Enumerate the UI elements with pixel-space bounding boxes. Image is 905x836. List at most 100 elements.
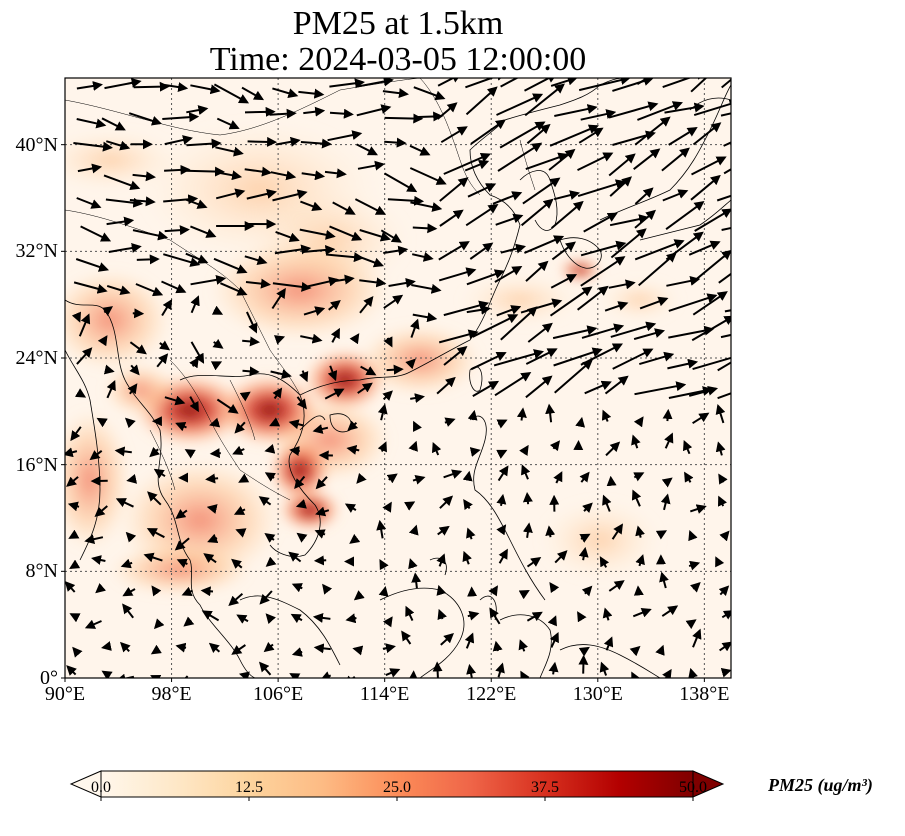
wind-arrow	[384, 113, 424, 124]
wind-arrow	[215, 188, 246, 200]
wind-arrow	[164, 395, 186, 406]
wind-arrow	[132, 229, 169, 241]
wind-arrow	[103, 174, 141, 191]
wind-arrow	[215, 146, 244, 157]
wind-arrow	[580, 109, 617, 121]
wind-arrow	[115, 673, 135, 678]
wind-arrow	[75, 258, 109, 272]
map-subtitle-time: Time: 2024-03-05 12:00:00	[209, 41, 587, 78]
wind-arrow	[611, 523, 624, 540]
wind-arrow	[496, 449, 508, 459]
wind-arrow	[633, 328, 666, 341]
wind-arrow	[289, 446, 300, 456]
wind-arrow	[582, 502, 593, 514]
wind-arrow	[472, 380, 500, 397]
wind-arrow	[436, 102, 458, 120]
wind-arrow	[294, 475, 306, 490]
wind-arrow	[608, 580, 625, 592]
lon-tick-label: 138°E	[679, 683, 730, 705]
wind-arrow	[549, 286, 593, 317]
wind-arrow	[149, 446, 160, 458]
wind-arrow	[691, 315, 731, 342]
wind-arrow	[438, 241, 470, 261]
wind-arrow	[436, 584, 447, 596]
wind-arrow	[377, 403, 388, 421]
wind-arrow	[327, 130, 363, 142]
wind-arrow	[383, 245, 409, 256]
wind-arrow	[412, 474, 426, 485]
wind-arrow	[631, 434, 641, 449]
wind-arrow	[575, 416, 586, 428]
wind-arrow	[122, 603, 134, 619]
wind-arrow	[300, 333, 323, 344]
wind-arrow	[498, 548, 508, 564]
wind-arrow	[120, 641, 131, 653]
wind-arrow	[467, 409, 478, 421]
wind-arrow	[408, 524, 419, 536]
wind-arrow	[95, 583, 107, 594]
wind-arrow	[74, 388, 87, 398]
wind-arrow	[466, 527, 476, 540]
wind-arrow	[329, 225, 363, 241]
wind-arrow	[604, 375, 629, 395]
wind-arrow	[444, 417, 456, 427]
wind-arrow	[634, 116, 671, 146]
wind-arrow	[604, 301, 629, 312]
colorbar-tick-label: 37.5	[531, 779, 559, 796]
wind-arrow	[553, 190, 581, 201]
wind-arrow	[299, 228, 336, 240]
wind-arrow	[264, 472, 276, 482]
wind-arrow	[349, 333, 360, 345]
wind-arrow	[405, 358, 416, 370]
wind-arrow	[629, 645, 641, 657]
wind-arrow	[662, 189, 689, 202]
wind-arrow	[689, 504, 707, 514]
wind-arrow	[206, 504, 218, 514]
wind-arrow	[525, 152, 569, 171]
wind-arrow	[330, 327, 340, 343]
wind-arrow	[524, 235, 565, 254]
wind-arrow	[359, 229, 391, 242]
wind-arrow	[384, 137, 407, 148]
wind-arrow	[717, 361, 731, 372]
wind-arrow	[664, 432, 674, 449]
wind-arrow	[114, 446, 132, 457]
wind-arrow	[288, 419, 304, 430]
wind-arrow	[439, 209, 464, 227]
wind-arrow	[382, 616, 393, 628]
lon-tick-label: 130°E	[572, 683, 623, 705]
wind-arrow	[153, 468, 166, 479]
wind-arrow	[668, 293, 718, 312]
wind-arrow	[603, 636, 614, 651]
wind-arrow	[289, 673, 301, 678]
colorbar-tick-label: 0.0	[91, 779, 111, 796]
wind-arrow	[602, 494, 612, 512]
wind-arrow	[685, 619, 697, 630]
wind-arrow	[135, 283, 164, 297]
wind-arrow	[411, 572, 422, 589]
wind-arrow	[691, 156, 727, 176]
wind-arrow	[246, 188, 277, 200]
lon-tick-label: 122°E	[466, 683, 517, 705]
wind-arrow	[548, 661, 559, 675]
wind-arrow	[132, 308, 145, 319]
wind-arrow	[238, 671, 250, 678]
wind-arrow	[129, 341, 147, 355]
wind-arrow	[269, 108, 297, 119]
wind-arrow	[322, 583, 333, 595]
wind-arrow	[298, 88, 325, 99]
wind-arrow	[312, 612, 331, 623]
wind-arrow	[355, 78, 394, 88]
wind-arrow	[264, 533, 276, 543]
wind-arrow	[380, 229, 402, 243]
wind-arrow	[489, 607, 501, 625]
wind-arrow	[524, 78, 558, 92]
wind-arrow	[357, 255, 384, 268]
wind-arrow	[610, 228, 647, 259]
wind-arrow	[106, 216, 135, 227]
wind-arrow	[344, 503, 357, 513]
wind-arrow	[581, 323, 625, 339]
wind-arrow	[499, 121, 546, 149]
wind-arrow	[464, 632, 475, 649]
wind-arrow	[632, 608, 652, 618]
